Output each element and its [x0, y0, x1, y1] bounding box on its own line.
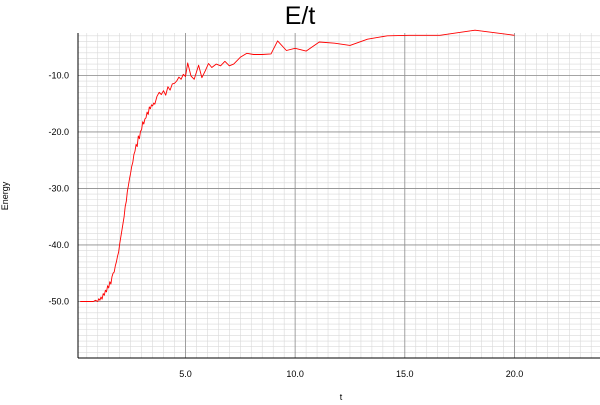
x-tick-label: 5.0: [179, 369, 192, 379]
series-layer: [80, 29, 515, 302]
x-tick-label: 20.0: [506, 369, 524, 379]
y-tick-label: -30.0: [48, 183, 69, 193]
x-tick-label: 15.0: [396, 369, 414, 379]
axes: [77, 33, 600, 359]
y-tick-label: -10.0: [48, 70, 69, 80]
energy-series-line: [80, 29, 515, 302]
y-axis-label: Energy: [0, 181, 10, 210]
y-tick-label: -20.0: [48, 127, 69, 137]
x-tick-label: 10.0: [286, 369, 304, 379]
chart-title: E/t: [285, 2, 316, 30]
x-axis-label: t: [340, 392, 343, 400]
y-axis-ticks: -10.0 -20.0 -30.0 -40.0 -50.0: [48, 70, 69, 306]
y-tick-label: -50.0: [48, 296, 69, 306]
x-axis-ticks: 5.0 10.0 15.0 20.0: [179, 369, 523, 379]
major-grid: [78, 33, 600, 358]
y-tick-label: -40.0: [48, 240, 69, 250]
